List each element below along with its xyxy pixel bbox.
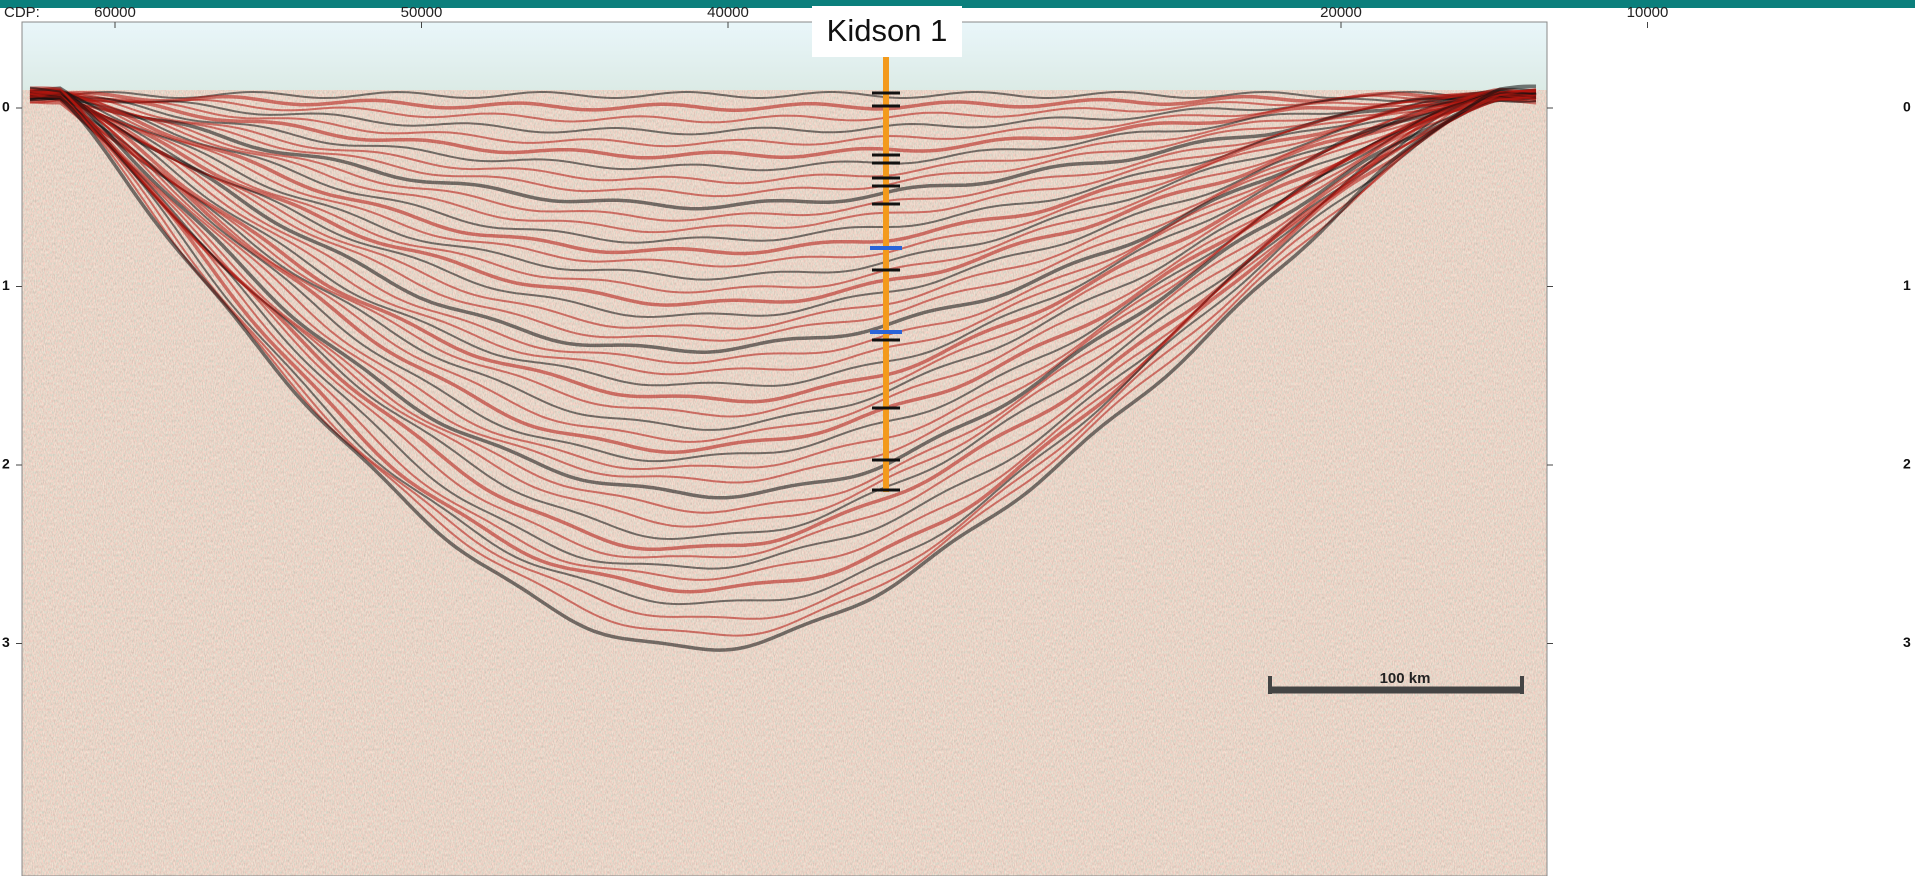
x-tick-label: 10000 <box>1627 4 1669 21</box>
y-tick-label: 1 <box>2 277 10 293</box>
well-label: Kidson 1 <box>827 13 948 48</box>
x-tick-label: 60000 <box>94 4 136 21</box>
scale-bar-label: 100 km <box>1380 670 1431 687</box>
water-column <box>22 22 1547 90</box>
seismic-section: CDP: Kidson 1 100 km 60000 50000 40000 2000… <box>0 0 1915 876</box>
axis-label: CDP: <box>4 4 40 21</box>
page: CDP: Kidson 1 100 km 60000 50000 40000 2000… <box>0 0 1915 876</box>
y-tick-label: 0 <box>2 99 10 115</box>
y-tick-label-right: 0 <box>1903 99 1911 115</box>
x-tick-label: 40000 <box>707 4 749 21</box>
y-tick-label: 2 <box>2 456 10 472</box>
x-tick-label: 20000 <box>1320 4 1362 21</box>
y-tick-label-right: 2 <box>1903 456 1911 472</box>
y-tick-label-right: 3 <box>1903 634 1911 650</box>
x-tick-label: 50000 <box>401 4 443 21</box>
y-tick-label: 3 <box>2 634 10 650</box>
y-tick-label-right: 1 <box>1903 277 1911 293</box>
